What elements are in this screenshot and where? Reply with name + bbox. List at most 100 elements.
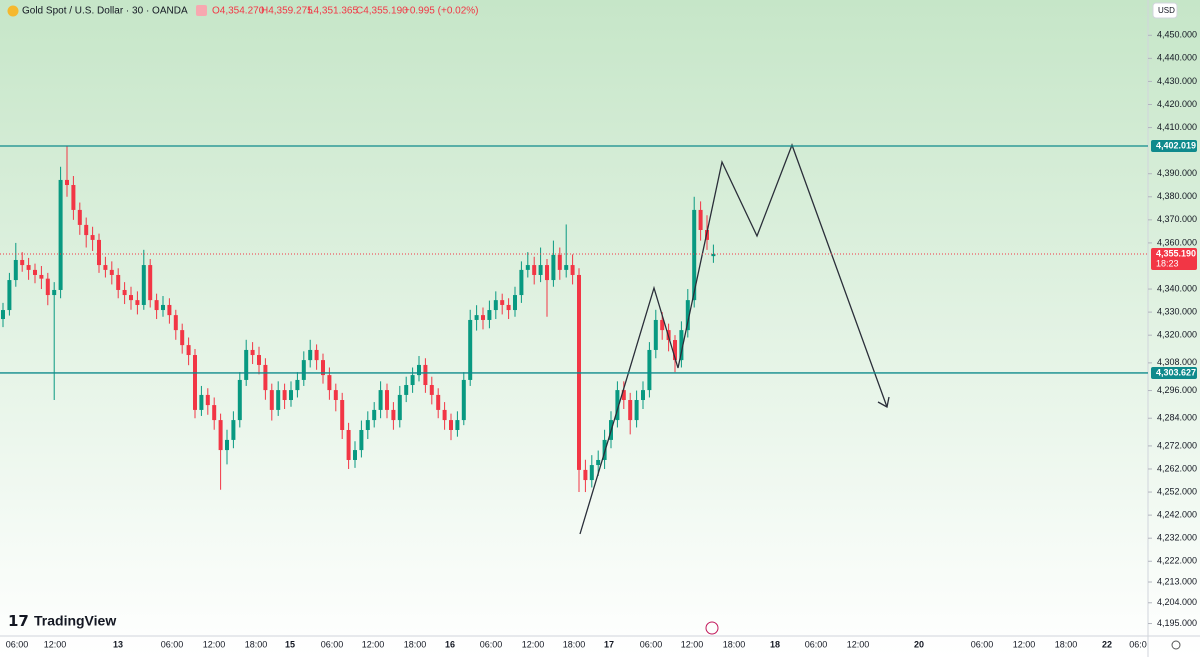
candle-body (404, 385, 409, 395)
candle-body (647, 349, 652, 391)
y-tick-label: 4,370.000 (1157, 214, 1197, 224)
candle-body (589, 465, 594, 481)
candle-body (468, 319, 473, 380)
candle-body (52, 289, 57, 296)
brand-mark: 𝟭𝟳 (8, 613, 29, 630)
candle-body (39, 274, 44, 279)
candle-body (77, 209, 82, 225)
x-tick-label: 12:00 (847, 639, 870, 649)
candle-body (58, 179, 63, 290)
candle-body (449, 420, 453, 430)
candle-body (564, 265, 569, 270)
candle-body (455, 420, 460, 430)
brand-logo: 𝟭𝟳 (8, 613, 29, 630)
candle-body (276, 390, 281, 410)
y-tick-label: 4,410.000 (1157, 122, 1197, 132)
last-price-tag (1151, 248, 1197, 271)
y-tick-label: 4,204.000 (1157, 597, 1197, 607)
candle-body (673, 340, 677, 361)
x-tick-label: 12:00 (362, 639, 385, 649)
candle-body (173, 315, 178, 331)
ohlc-open: O4,354.270 (212, 6, 265, 17)
candle-body (231, 420, 236, 440)
candle-body (205, 394, 210, 406)
candle-body (692, 209, 697, 301)
candle-body (225, 439, 229, 451)
ohlc-close: C4,355.190 (356, 6, 408, 17)
x-tick-label: 18 (770, 639, 780, 649)
candle-body (237, 379, 242, 421)
x-tick-label: 06:00 (321, 639, 344, 649)
candle-body (487, 310, 492, 320)
candle-body (84, 224, 89, 236)
candle-body (570, 265, 575, 275)
candle-body (193, 355, 197, 410)
x-tick-label: 06:0 (1129, 639, 1147, 649)
candle-body (641, 390, 645, 401)
candle-body (71, 185, 76, 210)
candle-body (660, 319, 665, 331)
x-tick-label: 12:00 (1013, 639, 1036, 649)
candle-body (13, 259, 18, 281)
level-tag (1151, 139, 1197, 152)
symbol-title[interactable]: Gold Spot / U.S. Dollar · 30 · OANDA (22, 6, 188, 17)
y-tick-label: 4,252.000 (1157, 486, 1197, 496)
candle-body (353, 450, 357, 460)
candle-body (103, 265, 108, 270)
candle-body (263, 364, 268, 391)
candle-body (269, 390, 274, 410)
currency-label[interactable]: USD (1158, 6, 1175, 15)
candle-body (90, 235, 95, 240)
x-tick-label: 17 (604, 639, 614, 649)
candle-body (513, 295, 517, 311)
candle-body (417, 364, 421, 376)
y-tick-label: 4,430.000 (1157, 76, 1197, 86)
candle-body (538, 265, 543, 275)
currency-button[interactable] (1152, 2, 1178, 19)
candle-body (481, 315, 485, 320)
candle-body (711, 254, 716, 257)
level-tag (1151, 366, 1197, 379)
x-tick-label: 06:00 (805, 639, 828, 649)
countdown-label: 18:23 (1156, 258, 1179, 268)
events-icon[interactable] (705, 621, 719, 635)
candle-body (314, 349, 319, 361)
x-tick-label: 06:00 (6, 639, 29, 649)
candle-body (385, 390, 389, 410)
candle-body (615, 390, 620, 421)
candle-body (65, 179, 69, 186)
candle-body (442, 409, 447, 421)
candle-body (148, 265, 153, 301)
candle-body (218, 420, 223, 451)
candle-body (634, 400, 639, 421)
header: Gold Spot / U.S. Dollar · 30 · OANDA O4,… (7, 5, 479, 17)
candle-body (109, 269, 114, 275)
candle-body (301, 360, 306, 380)
candle-body (685, 300, 690, 331)
candle-body (161, 304, 165, 311)
x-tick-label: 16 (445, 639, 455, 649)
candle-body (500, 300, 505, 305)
y-tick-label: 4,232.000 (1157, 533, 1197, 543)
projection-arrow (877, 396, 890, 409)
x-tick-label: 18:00 (723, 639, 746, 649)
candle-body (410, 375, 415, 386)
x-tick-label: 18:00 (563, 639, 586, 649)
candle-body (33, 269, 37, 275)
level-label: 4,402.019 (1156, 140, 1196, 150)
candle-body (333, 390, 338, 401)
candle-body (116, 274, 121, 290)
settings-icon[interactable] (1171, 640, 1181, 650)
y-tick-label: 4,262.000 (1157, 463, 1197, 473)
candle-body (308, 349, 313, 361)
x-tick-label: 18:00 (1055, 639, 1078, 649)
candle-body (583, 469, 588, 481)
y-tick-label: 4,213.000 (1157, 576, 1197, 586)
candle-body (602, 439, 607, 460)
candle-body (698, 209, 703, 230)
y-tick-label: 4,284.000 (1157, 413, 1197, 423)
candle-body (212, 405, 217, 421)
candle-body (436, 394, 441, 410)
y-tick-label: 4,440.000 (1157, 53, 1197, 63)
x-tick-label: 12:00 (203, 639, 226, 649)
